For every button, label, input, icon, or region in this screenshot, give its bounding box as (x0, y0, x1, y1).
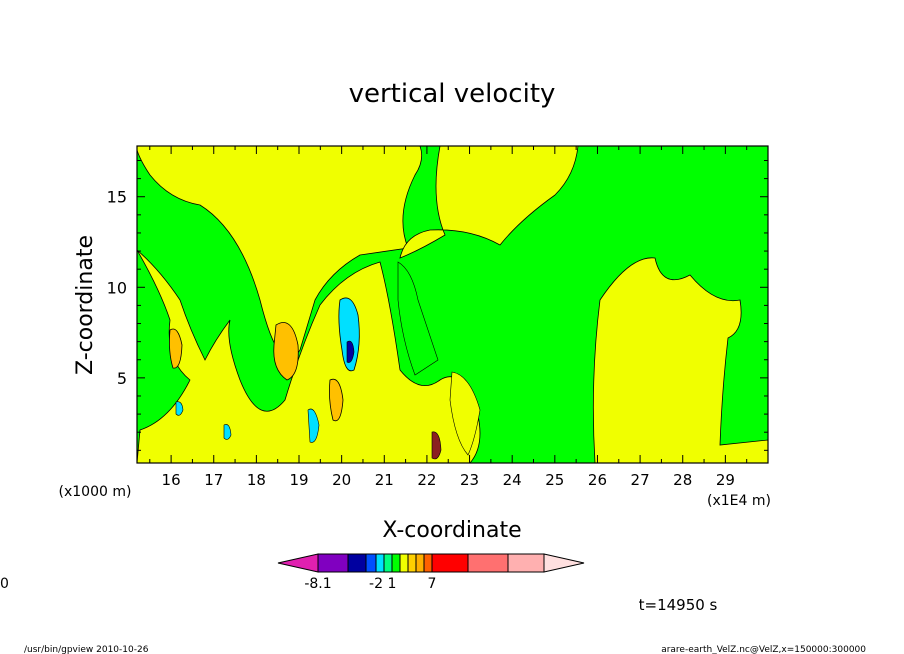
x-tick-label: 16 (162, 471, 181, 489)
time-label: t=14950 s (639, 596, 718, 614)
colorbar-segment (317, 553, 349, 573)
colorbar-segment (415, 553, 425, 573)
colorbar-segment (375, 553, 385, 573)
plot-frame (136, 145, 769, 464)
x-tick-label: 17 (204, 471, 223, 489)
colorbar-segment (431, 553, 469, 573)
strong-positive-cell-16 (169, 328, 183, 369)
y-axis-label: Z-coordinate (73, 235, 98, 375)
y-tick-label: 10 (107, 278, 127, 297)
x-tick-label: 27 (631, 471, 650, 489)
colorbar-segment (407, 553, 417, 573)
colorbar-label: -2 (369, 576, 383, 592)
x-scale-note: (x1E4 m) (707, 493, 771, 509)
colorbar-label: 20 (0, 576, 9, 592)
x-tick-label: 23 (460, 471, 479, 489)
positive-region-upper-mid (399, 146, 579, 259)
colorbar-segment (507, 553, 545, 573)
colorbar-label: 7 (428, 576, 437, 592)
negative-cell-19-5 (307, 408, 320, 443)
neutral-band (397, 261, 439, 376)
colorbar-label: -8.1 (304, 576, 331, 592)
colorbar-upper-arrow (543, 553, 585, 573)
positive-region-right (592, 257, 768, 463)
x-tick-label: 18 (247, 471, 266, 489)
colorbar-segment (347, 553, 367, 573)
strong-negative-cell (346, 340, 355, 363)
colorbar-segment (365, 553, 377, 573)
negative-cell-16 (175, 401, 184, 416)
colorbar-segment (383, 553, 393, 573)
y-tick-label: 5 (117, 369, 127, 388)
colorbar-segment (399, 553, 409, 573)
positive-cell-23 (449, 371, 481, 456)
x-tick-label: 24 (503, 471, 522, 489)
footer-left: /usr/bin/gpview 2010-10-26 (24, 645, 149, 654)
x-tick-label: 22 (417, 471, 436, 489)
positive-region-lower-left (137, 249, 481, 463)
x-tick-label: 19 (289, 471, 308, 489)
x-tick-label: 20 (332, 471, 351, 489)
colorbar-segment (391, 553, 401, 573)
negative-cell-17 (223, 424, 232, 440)
x-tick-label: 26 (588, 471, 607, 489)
x-axis-label: X-coordinate (382, 518, 521, 543)
strong-cell-22 (431, 431, 442, 460)
x-axis: 16 17 18 19 20 21 22 23 24 25 26 27 28 29 (149, 146, 748, 489)
colorbar-lower-arrow (277, 553, 319, 573)
x-tick-label: 25 (545, 471, 564, 489)
strong-positive-cell-19 (273, 322, 299, 381)
y-scale-note: (x1000 m) (59, 484, 132, 500)
footer-right: arare-earth_VelZ.nc@VelZ,x=150000:300000 (661, 645, 866, 654)
colorbar-label: 1 (388, 576, 397, 592)
colorbar: -8.1 -2 1 7 20 (0, 553, 585, 592)
colorbar-segment (467, 553, 509, 573)
x-tick-label: 21 (375, 471, 394, 489)
y-tick-label: 15 (107, 188, 127, 207)
colorbar-segment (423, 553, 433, 573)
y-axis: 5 10 15 (107, 159, 768, 451)
strong-positive-cell-20 (329, 378, 344, 422)
contour-field (137, 146, 768, 463)
chart-title: vertical velocity (349, 79, 556, 109)
x-tick-label: 29 (716, 471, 735, 489)
x-tick-label: 28 (673, 471, 692, 489)
